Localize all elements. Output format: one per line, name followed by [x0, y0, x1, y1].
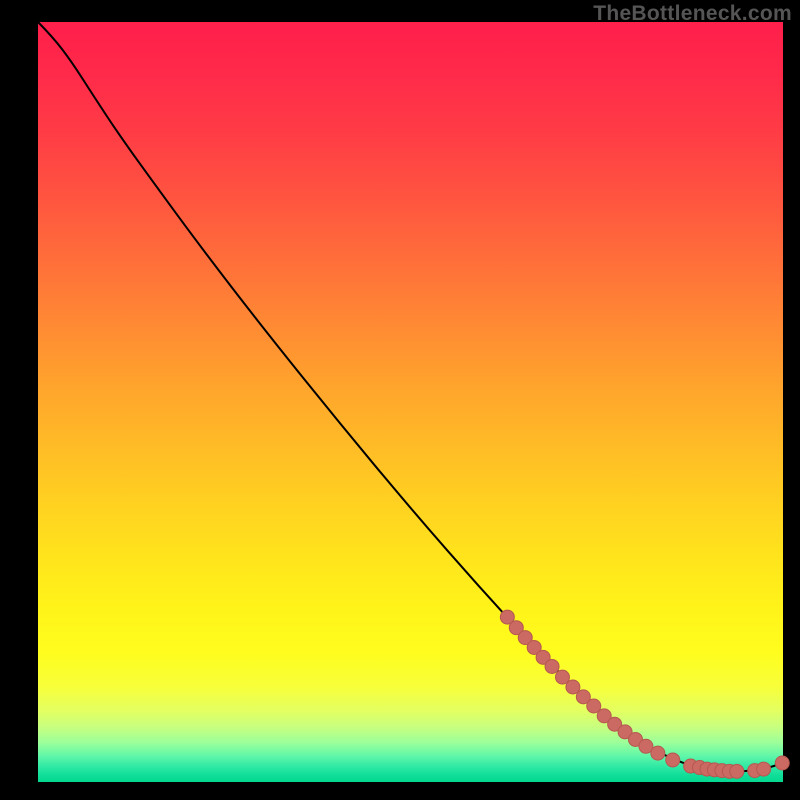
plot-background	[38, 22, 783, 782]
curve-marker	[545, 659, 559, 673]
curve-marker	[730, 764, 744, 778]
chart-frame: TheBottleneck.com	[0, 0, 800, 800]
watermark-text: TheBottleneck.com	[593, 2, 792, 26]
curve-marker	[757, 762, 771, 776]
chart-svg	[0, 0, 800, 800]
curve-marker	[651, 746, 665, 760]
curve-marker	[666, 753, 680, 767]
curve-marker	[775, 756, 789, 770]
